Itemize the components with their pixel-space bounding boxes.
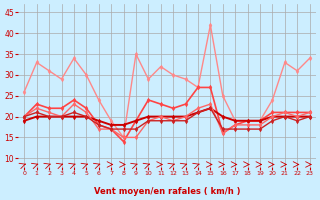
X-axis label: Vent moyen/en rafales ( km/h ): Vent moyen/en rafales ( km/h ) (94, 187, 240, 196)
